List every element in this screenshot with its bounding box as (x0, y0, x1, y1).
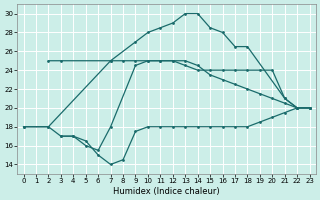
X-axis label: Humidex (Indice chaleur): Humidex (Indice chaleur) (113, 187, 220, 196)
